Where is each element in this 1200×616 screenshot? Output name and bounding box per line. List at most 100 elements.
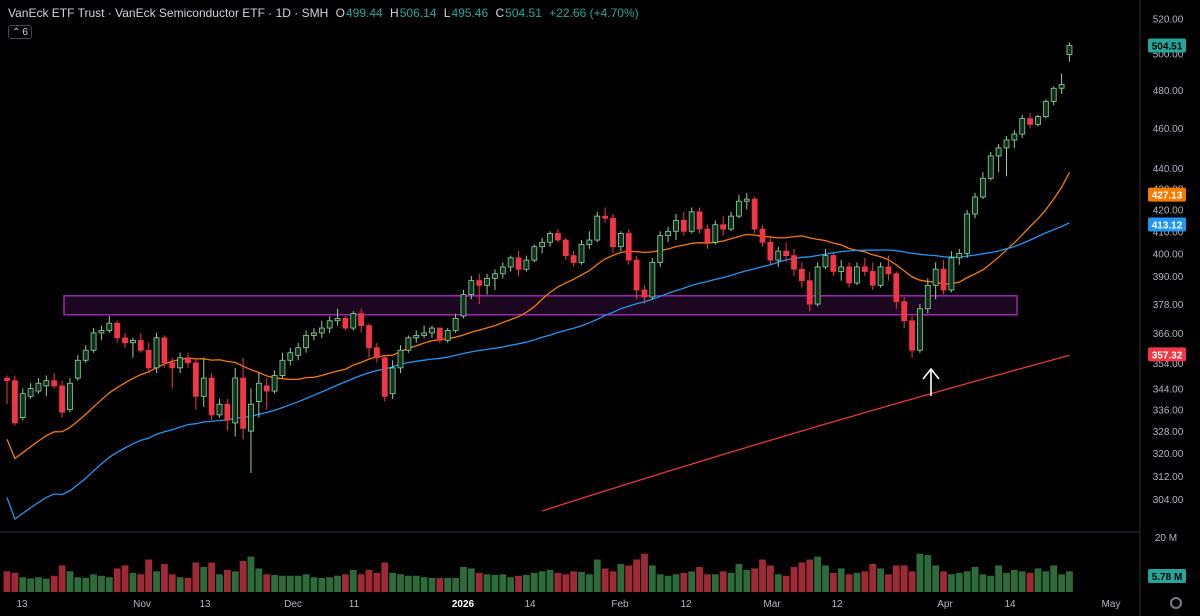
- volume-bar: [436, 578, 444, 592]
- volume-bar: [554, 572, 562, 592]
- candle-up: [413, 334, 420, 339]
- candle-up: [964, 213, 971, 254]
- volume-bar: [664, 575, 672, 592]
- volume-bar: [365, 569, 373, 592]
- candle-up: [877, 266, 884, 286]
- candle-down: [767, 241, 774, 261]
- volume-bar: [153, 571, 160, 592]
- candle-up: [295, 347, 302, 356]
- candle-down: [436, 327, 443, 341]
- volume-bar: [609, 571, 617, 592]
- volume-bar: [633, 559, 640, 592]
- x-tick-label: 14: [1004, 599, 1016, 610]
- volume-bar: [349, 569, 357, 592]
- x-tick-label: Nov: [133, 599, 151, 610]
- candle-down: [798, 268, 805, 282]
- volume-bar: [641, 553, 648, 592]
- open-label: O: [335, 6, 345, 20]
- candle-down: [366, 325, 372, 349]
- volume-bar: [168, 574, 176, 592]
- symbol-header: VanEck ETF Trust · VanEck Semiconductor …: [8, 6, 639, 20]
- candle-down: [861, 266, 868, 272]
- candle-up: [948, 257, 955, 291]
- candle-up: [917, 308, 923, 351]
- candle-up: [987, 155, 994, 179]
- volume-bar: [389, 572, 397, 592]
- change-value: +22.66 (+4.70%): [549, 6, 639, 20]
- volume-bar: [373, 572, 381, 592]
- candle-up: [924, 284, 931, 310]
- volume-bar: [814, 556, 822, 592]
- candle-down: [137, 339, 144, 351]
- candle-down: [515, 257, 522, 270]
- volume-bar: [208, 562, 216, 592]
- candle-down: [791, 255, 797, 270]
- volume-bar: [200, 566, 208, 592]
- volume-bar: [806, 559, 814, 592]
- volume-bar: [499, 574, 507, 592]
- volume-bar: [286, 575, 294, 592]
- candle-up: [200, 377, 207, 397]
- chevron-up-icon: ⌃: [12, 26, 21, 38]
- volume-bar: [460, 566, 467, 592]
- volume-bar: [995, 565, 1003, 592]
- close-label: C: [495, 6, 505, 20]
- candle-up: [594, 215, 601, 241]
- candle-up: [1050, 87, 1057, 102]
- candle-down: [114, 322, 121, 339]
- price-badge-label: 413.12: [1152, 220, 1183, 231]
- moving-averages: [6, 171, 1071, 521]
- volume-bar: [877, 568, 884, 592]
- candle-up: [649, 261, 656, 298]
- volume-bar: [176, 577, 184, 592]
- volume-scale-label: 20 M: [1155, 533, 1177, 544]
- candle-up: [507, 257, 514, 268]
- indicator-count: 6: [22, 26, 28, 38]
- candle-up: [429, 327, 435, 334]
- price-badge-label: 357.32: [1152, 350, 1183, 361]
- volume-bar: [704, 574, 711, 592]
- x-tick-label: Mar: [763, 599, 781, 610]
- candle-up: [82, 349, 89, 361]
- volume-bar: [743, 569, 751, 592]
- y-tick-label: 378.00: [1153, 300, 1184, 311]
- price-badge: [1148, 187, 1186, 202]
- volume-bar: [1018, 571, 1026, 592]
- candle-up: [979, 177, 986, 198]
- y-tick-label: 440.00: [1153, 164, 1184, 175]
- x-tick-label: 13: [199, 599, 211, 610]
- volume-bar: [239, 561, 247, 592]
- volume-bar: [562, 574, 570, 592]
- candle-down: [192, 362, 199, 397]
- candle-up: [43, 380, 50, 387]
- candle-up: [972, 196, 978, 215]
- y-tick-label: 520.00: [1153, 14, 1184, 25]
- candle-down: [555, 233, 561, 241]
- volume-bar: [955, 572, 963, 592]
- candle-down: [342, 317, 349, 329]
- low-value: 495.46: [451, 6, 489, 20]
- candle-up: [444, 330, 451, 341]
- candle-down: [641, 289, 648, 298]
- volume-bar: [822, 565, 829, 592]
- up-arrow-annotation: [922, 367, 940, 396]
- volume-bar: [121, 565, 129, 592]
- candle-down: [4, 377, 10, 382]
- x-tick-label: 12: [680, 599, 692, 610]
- candle-up: [539, 241, 546, 248]
- candles: [4, 42, 1073, 474]
- volume-bar: [271, 574, 278, 592]
- symbol-title[interactable]: VanEck ETF Trust · VanEck Semiconductor …: [8, 6, 329, 20]
- volume-bar: [82, 577, 90, 592]
- gear-icon[interactable]: [1170, 597, 1182, 609]
- candle-up: [303, 334, 309, 349]
- volume-bar: [845, 574, 853, 592]
- volume-bar: [42, 578, 50, 592]
- y-tick-label: 312.00: [1153, 472, 1184, 483]
- candle-up: [389, 367, 396, 395]
- candle-down: [696, 211, 703, 230]
- volume-bar: [971, 566, 979, 592]
- indicators-toggle-button[interactable]: ⌃ 6: [8, 25, 32, 39]
- high-label: H: [390, 6, 399, 20]
